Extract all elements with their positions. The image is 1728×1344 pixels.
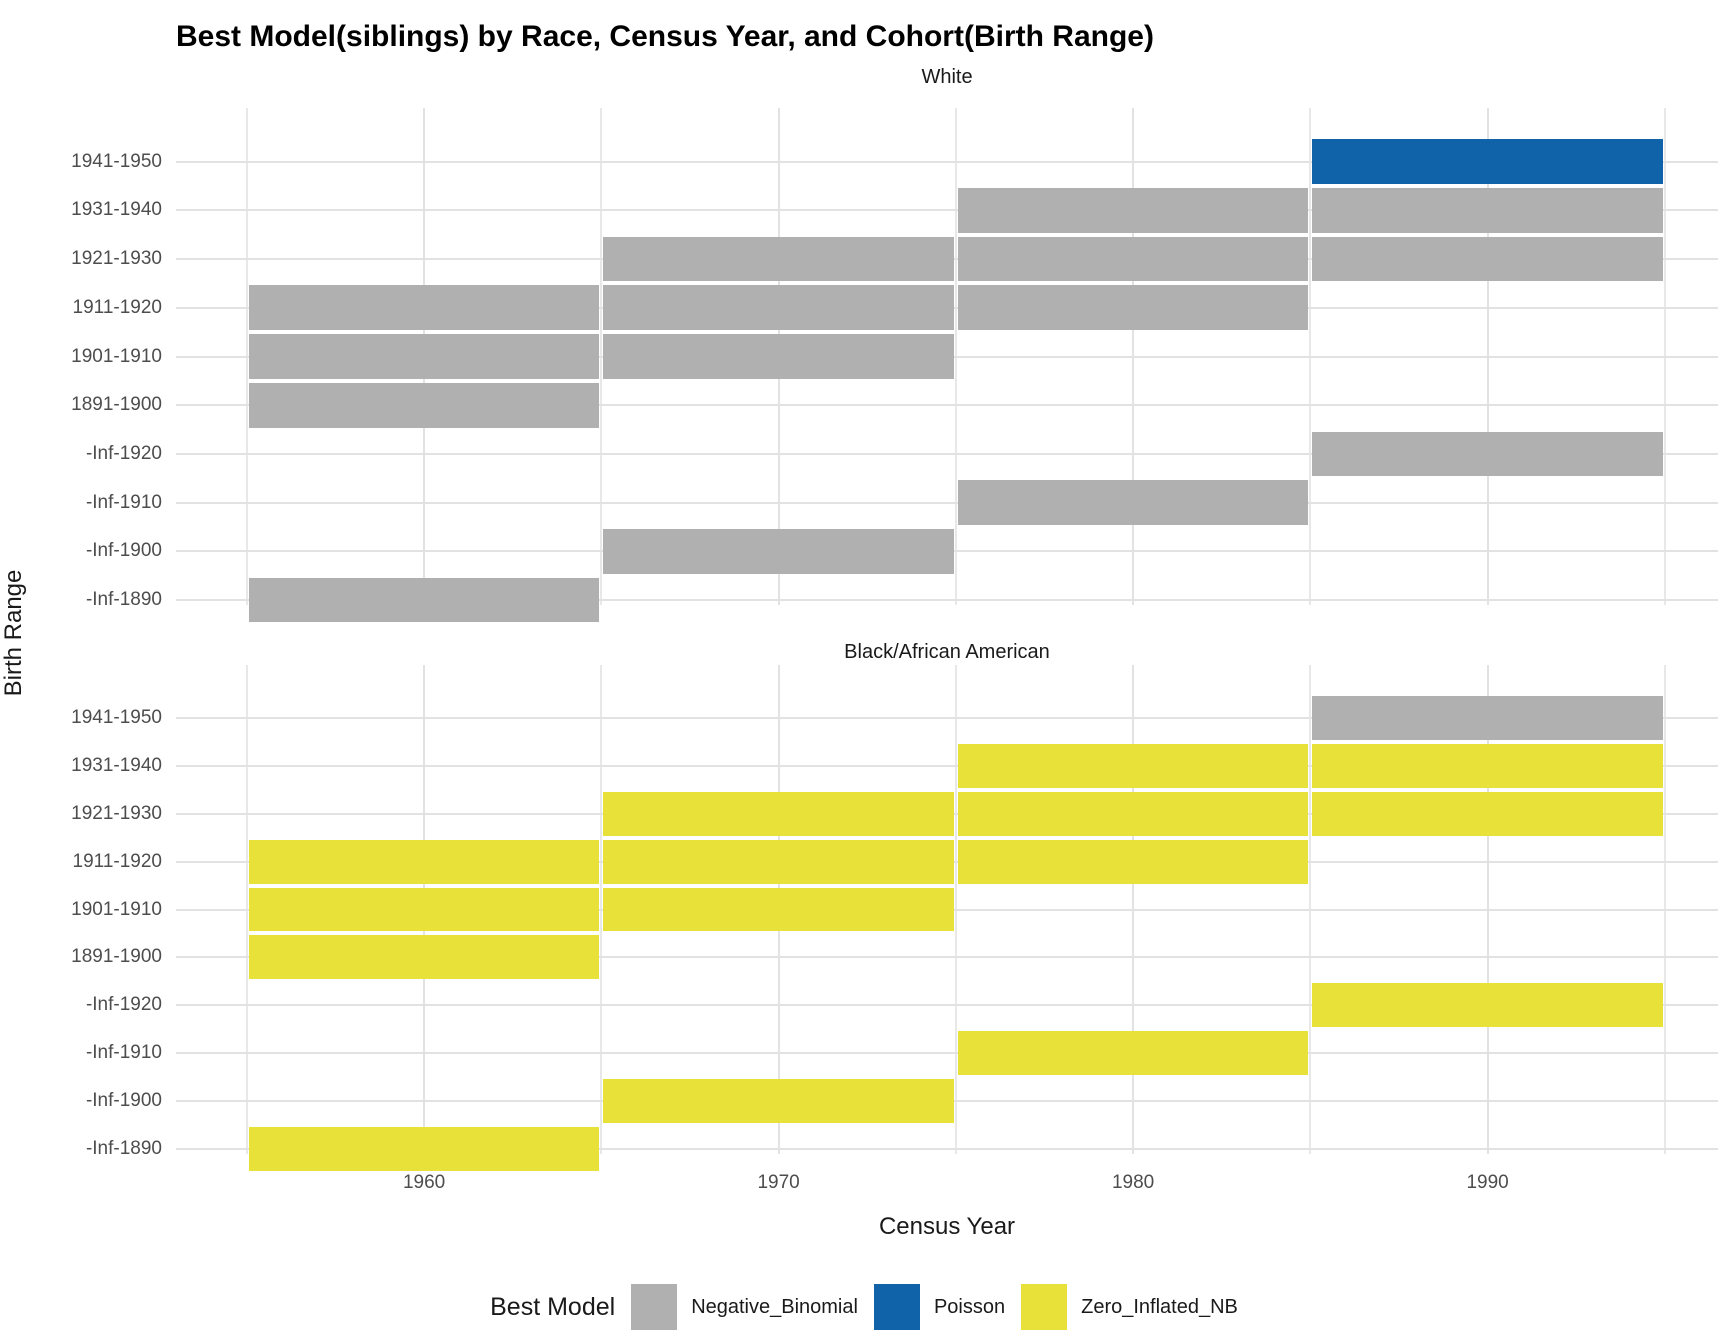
legend-label-zero-inflated-nb: Zero_Inflated_NB: [1081, 1295, 1238, 1318]
tile-zero_inflated_nb: [603, 887, 954, 932]
tile-zero_inflated_nb: [1312, 791, 1663, 836]
gridline-horizontal: [176, 160, 1718, 163]
tile-negative_binomial: [603, 236, 954, 282]
y-tick-label: -Inf-1890: [85, 589, 162, 611]
gridline-horizontal: [176, 956, 1718, 959]
gridline-horizontal: [176, 404, 1718, 407]
y-tick-label: 1931-1940: [71, 754, 162, 776]
y-tick-label: -Inf-1900: [85, 540, 162, 562]
tile-zero_inflated_nb: [957, 1031, 1309, 1076]
tile-zero_inflated_nb: [1312, 743, 1663, 788]
y-tick-label: 1911-1920: [72, 850, 162, 872]
gridline-horizontal: [176, 599, 1718, 602]
tile-negative_binomial: [248, 334, 600, 379]
gridline-horizontal: [176, 1148, 1718, 1151]
y-tick-label: -Inf-1890: [85, 1138, 162, 1160]
gridline-horizontal: [176, 209, 1718, 212]
y-tick-label: 1891-1900: [71, 946, 162, 968]
tile-negative_binomial: [603, 529, 954, 574]
tile-negative_binomial: [957, 285, 1309, 331]
y-tick-label: 1921-1930: [71, 248, 162, 270]
y-tick-label: 1941-1950: [71, 150, 162, 172]
y-tick-label: 1911-1920: [72, 296, 162, 318]
tile-negative_binomial: [1312, 187, 1663, 233]
tile-poisson: [1312, 139, 1663, 184]
tile-negative_binomial: [603, 285, 954, 331]
y-tick-label: 1931-1940: [71, 199, 162, 221]
y-tick-label: -Inf-1910: [85, 491, 162, 513]
gridline-horizontal: [176, 501, 1718, 504]
tile-zero_inflated_nb: [248, 839, 600, 884]
legend-swatch-poisson: [873, 1284, 920, 1330]
legend-swatch-zero-inflated-nb: [1021, 1284, 1068, 1330]
tile-negative_binomial: [248, 382, 600, 428]
tile-negative_binomial: [1312, 431, 1663, 477]
legend-key-zero-inflated-nb: Zero_Inflated_NB: [1021, 1284, 1238, 1330]
facet-strip-label: Black/African American: [844, 641, 1050, 663]
tile-negative_binomial: [957, 187, 1309, 233]
legend-key-poisson: Poisson: [873, 1284, 1006, 1330]
y-tick-label: -Inf-1900: [85, 1090, 162, 1112]
y-tick-label: 1941-1950: [71, 706, 162, 728]
tile-negative_binomial: [1312, 236, 1663, 282]
tile-zero_inflated_nb: [603, 839, 954, 884]
tile-zero_inflated_nb: [248, 935, 600, 980]
chart-title: Best Model(siblings) by Race, Census Yea…: [176, 20, 1154, 53]
tile-zero_inflated_nb: [603, 1079, 954, 1124]
facet-panel: [176, 665, 1718, 1172]
tile-zero_inflated_nb: [248, 1127, 600, 1172]
tile-zero_inflated_nb: [603, 791, 954, 836]
gridline-horizontal: [176, 452, 1718, 455]
tile-negative_binomial: [248, 285, 600, 331]
y-tick-label: -Inf-1920: [85, 442, 162, 464]
legend: Best Model Negative_Binomial Poisson Zer…: [0, 1284, 1728, 1330]
y-axis-title: Birth Range: [0, 569, 27, 697]
y-tick-label: -Inf-1910: [85, 1042, 162, 1064]
tile-zero_inflated_nb: [1312, 983, 1663, 1028]
x-tick-label: 1970: [757, 1172, 800, 1193]
gridline-horizontal: [176, 764, 1718, 767]
gridline-horizontal: [176, 1004, 1718, 1007]
x-axis-title: Census Year: [878, 1213, 1016, 1240]
y-tick-label: 1891-1900: [71, 394, 162, 416]
legend-label-poisson: Poisson: [933, 1295, 1006, 1318]
y-tick-label: 1921-1930: [71, 802, 162, 824]
tile-negative_binomial: [603, 334, 954, 379]
legend-swatch-negative-binomial: [631, 1284, 678, 1330]
y-tick-label: 1901-1910: [71, 345, 162, 367]
legend-key-negative-binomial: Negative_Binomial: [631, 1284, 858, 1330]
gridline-horizontal: [176, 716, 1718, 719]
tile-negative_binomial: [957, 480, 1309, 526]
gridline-horizontal: [176, 1052, 1718, 1055]
x-tick-label: 1990: [1466, 1172, 1509, 1193]
facet-panel: [176, 108, 1718, 623]
y-tick-label: 1901-1910: [71, 898, 162, 920]
tile-zero_inflated_nb: [248, 887, 600, 932]
x-tick-label: 1960: [402, 1172, 446, 1193]
tile-negative_binomial: [248, 577, 600, 623]
y-tick-label: -Inf-1920: [85, 994, 162, 1016]
tile-negative_binomial: [957, 236, 1309, 282]
tile-negative_binomial: [1312, 695, 1663, 740]
x-tick-label: 1980: [1111, 1172, 1155, 1193]
tile-zero_inflated_nb: [957, 791, 1309, 836]
tile-zero_inflated_nb: [957, 743, 1309, 788]
legend-label-negative-binomial: Negative_Binomial: [691, 1295, 858, 1318]
legend-title: Best Model: [490, 1292, 616, 1321]
facet-strip-label: White: [921, 66, 973, 88]
tile-zero_inflated_nb: [957, 839, 1309, 884]
